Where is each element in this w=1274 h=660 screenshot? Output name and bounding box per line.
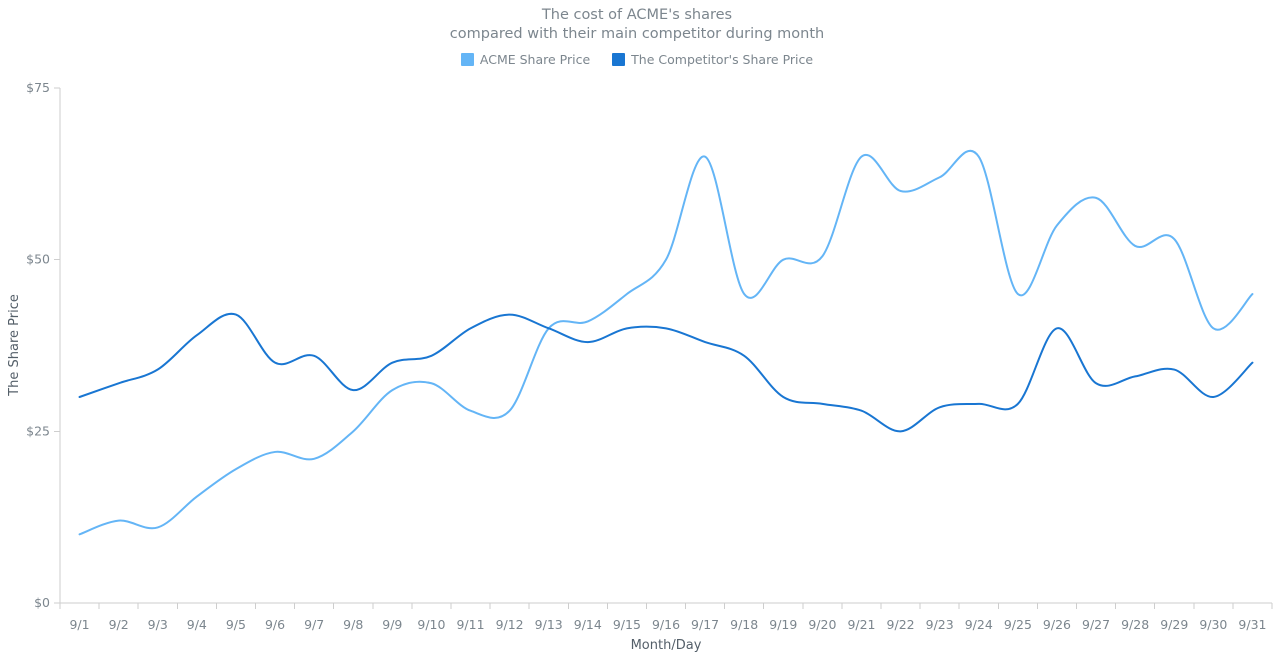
- y-axis-labels: $0 $25 $50 $75: [26, 80, 60, 610]
- x-tick-label: 9/21: [847, 617, 875, 632]
- x-tick-label: 9/28: [1121, 617, 1149, 632]
- series-line-competitor[interactable]: [78, 312, 1254, 433]
- x-tick-label: 9/9: [382, 617, 402, 632]
- x-tick-label: 9/7: [304, 617, 324, 632]
- chart-title-line2: compared with their main competitor duri…: [449, 26, 825, 42]
- x-tick-label: 9/29: [1160, 617, 1188, 632]
- chart-title-line1: The cost of ACME's shares: [541, 7, 733, 23]
- y-tick-label: $75: [26, 80, 50, 95]
- x-tick-label: 9/15: [613, 617, 641, 632]
- x-tick-label: 9/3: [148, 617, 168, 632]
- x-tick-label: 9/2: [109, 617, 129, 632]
- legend-item-competitor[interactable]: The Competitor's Share Price: [612, 52, 813, 67]
- y-tick-label: $50: [26, 252, 50, 267]
- x-axis-ticks: [59, 603, 1273, 609]
- x-tick-label: 9/27: [1082, 617, 1110, 632]
- y-axis-title: The Share Price: [7, 294, 22, 397]
- x-tick-label: 9/6: [265, 617, 285, 632]
- x-tick-label: 9/10: [417, 617, 445, 632]
- legend-item-acme[interactable]: ACME Share Price: [460, 52, 591, 67]
- x-tick-label: 9/12: [496, 617, 524, 632]
- x-tick-label: 9/16: [652, 617, 680, 632]
- x-tick-label: 9/13: [535, 617, 563, 632]
- legend-swatch-acme-icon: [460, 53, 474, 66]
- x-tick-label: 9/24: [965, 617, 993, 632]
- x-tick-label: 9/4: [187, 617, 207, 632]
- chart-title: The cost of ACME's shares compared with …: [0, 6, 1274, 44]
- x-tick-label: 9/8: [343, 617, 363, 632]
- x-tick-label: 9/26: [1043, 617, 1071, 632]
- x-tick-label: 9/11: [456, 617, 484, 632]
- x-tick-label: 9/25: [1004, 617, 1032, 632]
- x-axis-labels: 9/1 9/2 9/3 9/4 9/5 9/6 9/7 9/8 9/9 9/10 9/11 9/12 9…: [69, 617, 1266, 632]
- legend-label-acme: ACME Share Price: [479, 52, 591, 67]
- series-line-acme[interactable]: [78, 149, 1254, 536]
- x-tick-label: 9/17: [691, 617, 719, 632]
- x-tick-label: 9/19: [769, 617, 797, 632]
- x-tick-label: 9/30: [1199, 617, 1227, 632]
- x-axis-title: Month/Day: [631, 638, 702, 653]
- axes: [59, 88, 1272, 604]
- y-tick-label: $25: [26, 423, 50, 438]
- x-tick-label: 9/1: [69, 617, 89, 632]
- legend: ACME Share Price The Competitor's Share …: [0, 52, 1274, 67]
- x-tick-label: 9/14: [574, 617, 602, 632]
- x-tick-label: 9/5: [226, 617, 246, 632]
- legend-label-competitor: The Competitor's Share Price: [631, 52, 814, 67]
- x-tick-label: 9/20: [808, 617, 836, 632]
- x-tick-label: 9/22: [887, 617, 915, 632]
- y-tick-label: $0: [34, 595, 50, 610]
- legend-swatch-competitor-icon: [612, 53, 626, 66]
- x-tick-label: 9/23: [926, 617, 954, 632]
- x-tick-label: 9/18: [730, 617, 758, 632]
- x-tick-label: 9/31: [1238, 617, 1266, 632]
